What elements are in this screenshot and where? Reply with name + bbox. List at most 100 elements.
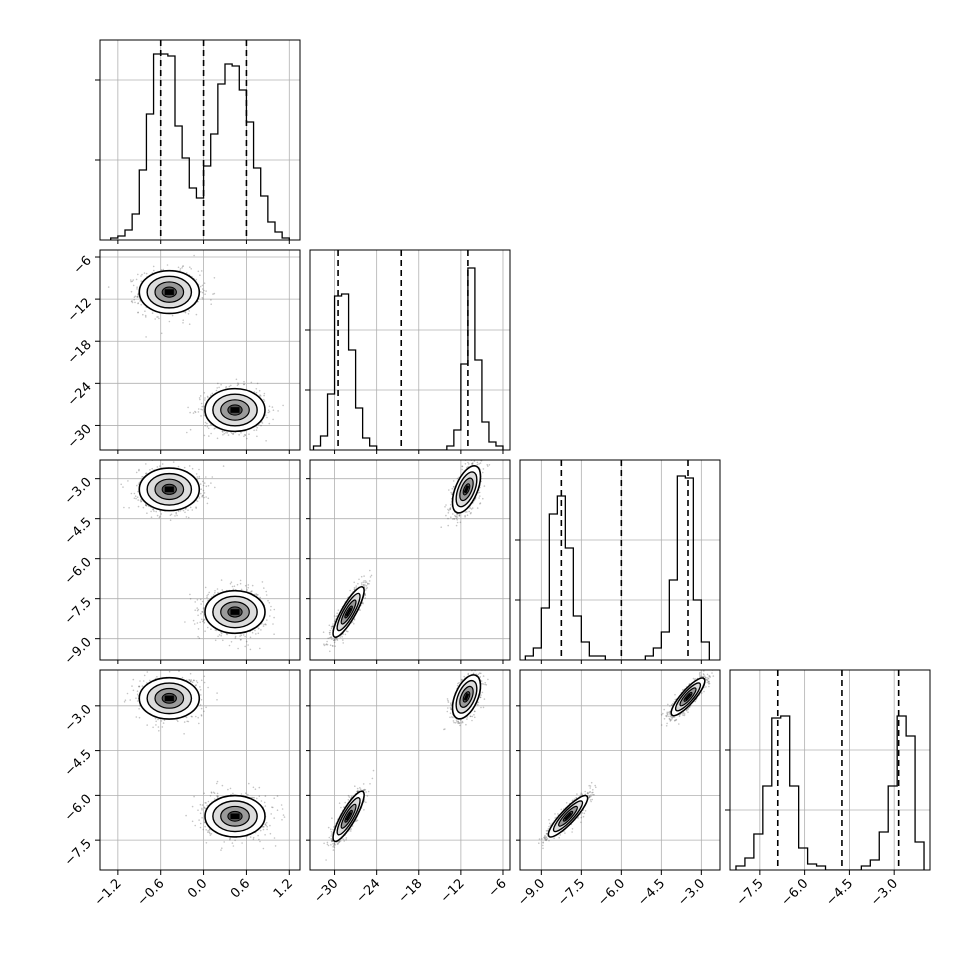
sample-point — [235, 378, 238, 381]
sample-point — [159, 510, 161, 512]
sample-point — [177, 465, 180, 468]
sample-point — [458, 515, 461, 517]
sample-point — [456, 519, 459, 521]
sample-point — [201, 288, 204, 290]
sample-point — [277, 410, 279, 412]
sample-point — [227, 434, 230, 436]
sample-point — [333, 639, 335, 641]
sample-point — [204, 586, 207, 589]
sample-point — [249, 648, 252, 651]
panel-content — [107, 254, 284, 442]
sample-point — [364, 581, 366, 584]
sample-point — [145, 472, 148, 475]
sample-point — [204, 293, 206, 296]
sample-point — [194, 411, 197, 414]
sample-point — [364, 593, 366, 596]
sample-point — [204, 424, 206, 427]
sample-point — [232, 433, 234, 436]
sample-point — [211, 392, 214, 395]
sample-point — [203, 282, 206, 285]
sample-point — [122, 486, 124, 488]
sample-point — [445, 504, 447, 506]
sample-point — [144, 314, 147, 317]
sample-point — [197, 411, 200, 413]
sample-point — [263, 394, 265, 397]
sample-point — [444, 506, 446, 508]
sample-point — [158, 317, 160, 320]
sample-point — [449, 508, 452, 510]
sample-point — [197, 614, 199, 617]
sample-point — [451, 487, 454, 490]
sample-point — [146, 512, 148, 514]
sample-point — [194, 609, 196, 611]
sample-point — [145, 272, 148, 275]
histogram-step-0 — [110, 53, 290, 240]
sample-point — [231, 432, 233, 434]
sample-point — [236, 583, 239, 586]
sample-point — [206, 425, 209, 428]
sample-point — [153, 269, 155, 272]
sample-point — [229, 582, 232, 585]
sample-point — [487, 465, 489, 467]
sample-point — [131, 280, 134, 283]
sample-point — [220, 631, 222, 634]
sample-point — [327, 637, 330, 640]
sample-point — [225, 432, 227, 434]
sample-point — [202, 607, 205, 609]
sample-point — [196, 599, 199, 601]
sample-point — [336, 638, 338, 640]
sample-point — [244, 433, 246, 436]
sample-point — [201, 600, 204, 603]
histogram-step-2 — [524, 475, 710, 660]
sample-point — [203, 621, 206, 624]
sample-point — [255, 633, 257, 635]
sample-point — [210, 423, 212, 426]
sample-point — [136, 286, 138, 289]
sample-point — [189, 411, 191, 414]
sample-point — [177, 510, 180, 513]
sample-point — [260, 424, 262, 427]
sample-point — [132, 279, 135, 281]
sample-point — [226, 432, 229, 434]
sample-point — [133, 492, 136, 495]
sample-point — [202, 484, 205, 487]
sample-point — [198, 468, 200, 471]
sample-point — [204, 618, 206, 621]
sample-point — [187, 509, 189, 512]
sample-point — [201, 611, 204, 613]
sample-point — [176, 514, 178, 517]
sample-point — [456, 516, 459, 518]
sample-point — [471, 463, 473, 465]
sample-point — [233, 585, 236, 587]
histogram-panel-2 — [515, 459, 721, 661]
sample-point — [189, 506, 192, 509]
sample-point — [232, 588, 235, 591]
sample-point — [220, 632, 223, 635]
sample-point — [282, 404, 284, 407]
sample-point — [447, 524, 450, 527]
sample-point — [210, 299, 212, 301]
sample-point — [342, 633, 344, 635]
sample-point — [145, 503, 147, 506]
sample-point — [207, 593, 209, 596]
sample-point — [200, 488, 202, 491]
sample-point — [179, 269, 181, 272]
sample-point — [218, 386, 220, 389]
sample-point — [251, 584, 254, 587]
sample-point — [456, 521, 459, 524]
sample-point — [202, 494, 204, 497]
sample-point — [458, 514, 461, 516]
sample-point — [222, 465, 225, 467]
sample-point — [204, 397, 206, 399]
sample-point — [243, 380, 245, 383]
sample-point — [187, 313, 190, 315]
sample-point — [464, 516, 466, 518]
sample-point — [138, 468, 140, 471]
sample-point — [237, 382, 239, 385]
sample-point — [261, 581, 264, 583]
sample-point — [363, 575, 365, 577]
sample-point — [211, 476, 214, 478]
sample-point — [272, 409, 275, 412]
sample-point — [479, 462, 482, 464]
